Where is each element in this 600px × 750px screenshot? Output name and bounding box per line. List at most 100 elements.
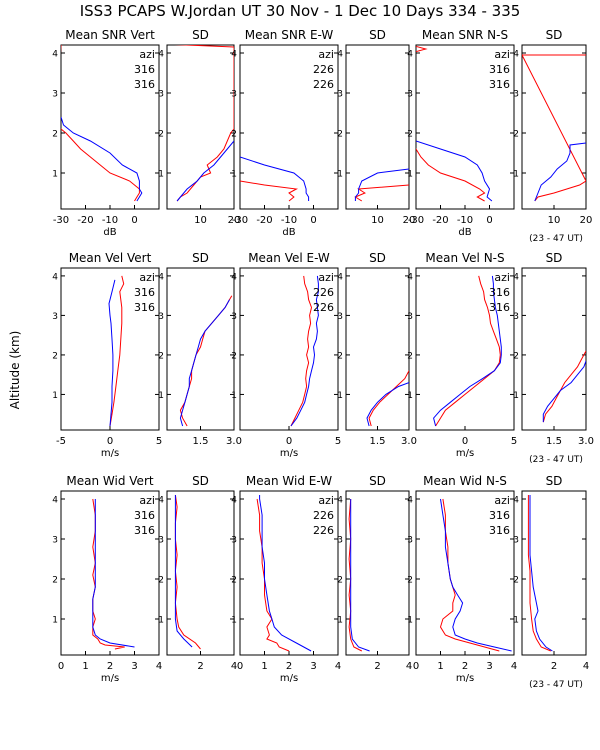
x-tick-label: -30 [232,215,248,226]
panel-snr-vert: Mean SNR Vert 1 2 3 4 -30 -20 -10 0 dB azi 316 316 [52,28,160,238]
panel-title: Mean SNR E-W [245,28,334,42]
x-tick-label: -30 [408,215,424,226]
y-tick-label: 3 [513,536,519,546]
series-blue-line [354,168,409,201]
x-axis-label: m/s [101,448,119,459]
series-group [542,350,586,423]
time-range-note: (23 - 47 UT) [529,234,583,244]
y-tick-label: 2 [52,130,58,140]
x-tick-label: 0 [58,661,64,672]
series-group [348,498,370,652]
x-tick-label: -10 [102,215,118,226]
x-tick-label: 20 [403,215,416,226]
x-tick-label: 1.5 [370,436,386,447]
panel-title: SD [369,474,386,488]
y-tick-label: 2 [337,576,343,586]
x-tick-label: 0 [310,215,316,226]
series-red-line [290,275,313,427]
y-tick-label: 4 [231,50,237,60]
panel-frame [345,44,410,210]
legend-blue: 316 [489,78,510,91]
series-blue-line [542,360,586,423]
y-tick-label: 2 [158,130,164,140]
y-tick-label: 1 [231,170,237,180]
x-tick-label: 4 [406,661,412,672]
series-blue-line [176,140,234,202]
y-tick-label: 1 [337,170,343,180]
time-range-note: (23 - 47 UT) [529,680,583,690]
legend-azi: azi [318,271,334,284]
y-tick-label: 1 [158,170,164,180]
series-red-line [109,275,125,427]
legend-azi: azi [139,494,155,507]
x-tick-label: 10 [371,215,384,226]
series-red-line [527,495,551,652]
x-tick-label: 2 [374,661,380,672]
y-tick-label: 1 [52,391,58,401]
panel-title: SD [546,251,563,265]
legend-blue: 226 [313,301,334,314]
y-tick-label: 2 [158,576,164,586]
legend-red: 226 [313,63,334,76]
x-axis-label: m/s [456,448,474,459]
x-axis-label: m/s [280,448,298,459]
y-tick-label: 2 [513,576,519,586]
x-tick-label: 4 [231,661,237,672]
panel-title: Mean Vel N-S [425,251,504,265]
x-tick-label: 0 [107,436,113,447]
legend-azi: azi [494,48,510,61]
series-red-line [179,295,233,427]
y-tick-label: 1 [513,170,519,180]
time-range-note: (23 - 47 UT) [529,455,583,465]
series-group [416,45,493,202]
panel-wid-vert: Mean Wid Vert 1 2 3 4 0 1 2 3 4 m/s azi 316 316 [52,474,162,684]
panel-wid-vert-sd: SD 1 2 3 4 2 4 [158,474,237,672]
y-tick-label: 4 [52,496,58,506]
panel-title: Mean Vel Vert [69,251,152,265]
series-blue-line [108,279,116,427]
y-tick-label: 1 [407,391,413,401]
series-red-line [174,494,201,650]
legend-blue: 316 [134,301,155,314]
legend-blue: 316 [134,78,155,91]
x-tick-label: 2 [551,661,557,672]
x-tick-label: 1.5 [193,436,209,447]
panel-frame [345,490,410,656]
x-tick-label: 2 [462,661,468,672]
x-tick-label: 20 [580,215,593,226]
y-tick-label: 4 [407,272,413,282]
x-tick-label: 0 [131,215,137,226]
y-tick-label: 4 [513,496,519,506]
x-tick-label: 4 [583,661,589,672]
legend-azi: azi [139,48,155,61]
x-axis-label: m/s [101,673,119,684]
panel-snr-vert-sd: SD 1 2 3 4 10 20 [158,28,240,226]
series-group [92,498,135,650]
legend-red: 316 [489,509,510,522]
x-tick-label: 5 [511,436,517,447]
series-red-line [348,498,363,652]
y-tick-label: 2 [513,351,519,361]
x-tick-label: -20 [432,215,448,226]
y-tick-label: 2 [407,351,413,361]
x-tick-label: -10 [281,215,297,226]
panel-frame [521,267,587,431]
panel-frame [521,44,587,210]
y-tick-label: 1 [337,616,343,626]
series-group [290,275,319,427]
y-tick-label: 4 [407,496,413,506]
y-tick-label: 4 [513,50,519,60]
series-blue-line [174,495,193,648]
series-red-line [240,180,299,202]
y-tick-label: 2 [231,351,237,361]
panel-wid-ew-sd: SD 1 2 3 4 2 4 [337,474,412,672]
y-tick-label: 2 [52,576,58,586]
x-tick-label: 5 [156,436,162,447]
y-tick-label: 4 [337,272,343,282]
x-tick-label: 3.0 [578,436,594,447]
y-tick-label: 3 [231,312,237,322]
series-blue-line [179,299,230,427]
x-tick-label: 1 [82,661,88,672]
